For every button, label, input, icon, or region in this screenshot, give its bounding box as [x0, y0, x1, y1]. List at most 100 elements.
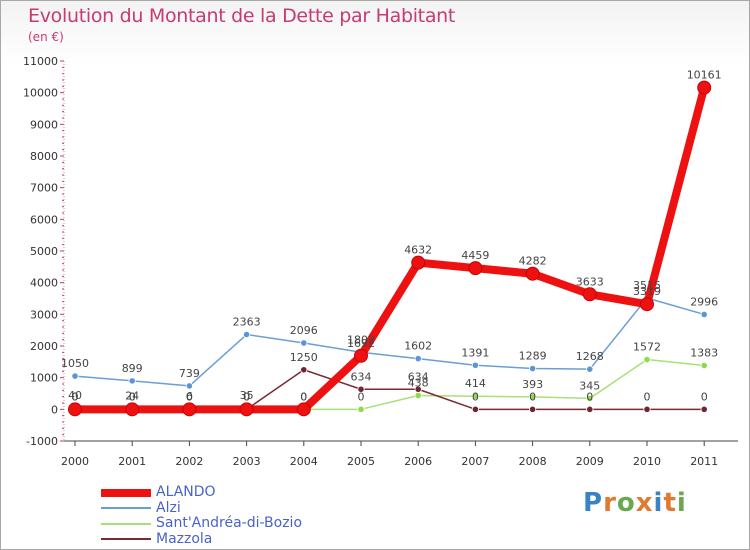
x-tick-label: 2000 — [61, 455, 89, 468]
chart-legend: ALANDO Alzi Sant'Andréa-di-Bozio Mazzola — [101, 484, 401, 548]
data-label: 1692 — [347, 337, 375, 350]
x-tick-label: 2005 — [347, 455, 375, 468]
legend-swatch-mazzola — [101, 538, 151, 541]
data-point — [239, 402, 254, 417]
data-label: 393 — [522, 378, 543, 391]
data-label: 899 — [122, 362, 143, 375]
legend-item-sant-andrea[interactable]: Sant'Andréa-di-Bozio — [101, 515, 401, 532]
x-tick-label: 2001 — [118, 455, 146, 468]
data-point — [414, 385, 422, 393]
data-point — [586, 394, 594, 403]
data-label: 1250 — [290, 351, 318, 364]
legend-label-mazzola: Mazzola — [156, 530, 213, 547]
data-label: 0 — [529, 390, 536, 403]
y-tick-label: 2000 — [30, 340, 58, 353]
x-tick-label: 2004 — [290, 455, 318, 468]
data-label: 4459 — [461, 249, 489, 262]
data-label: 634 — [408, 370, 429, 383]
data-point — [586, 405, 594, 413]
data-label: 35 — [240, 389, 254, 402]
data-label: 0 — [358, 390, 365, 403]
data-label: 4282 — [519, 255, 547, 268]
data-point — [182, 402, 197, 417]
y-tick-label: 3000 — [30, 308, 58, 321]
brand-letter: o — [616, 488, 636, 518]
y-tick-label: -1000 — [26, 435, 58, 448]
x-tick-label: 2002 — [175, 455, 203, 468]
series-line — [75, 369, 705, 411]
data-point — [640, 297, 654, 312]
data-label: 1289 — [519, 350, 547, 363]
y-tick-label: 0 — [51, 403, 58, 416]
data-label: 6 — [186, 390, 193, 403]
legend-label-alzi: Alzi — [156, 499, 181, 516]
data-point — [68, 402, 82, 417]
data-point — [357, 385, 365, 393]
data-label: 739 — [179, 367, 200, 380]
data-point — [471, 361, 479, 369]
data-label: 1802 — [347, 333, 375, 346]
series-0 — [68, 80, 712, 417]
legend-item-mazzola[interactable]: Mazzola — [101, 530, 401, 548]
data-label: 1268 — [576, 350, 604, 363]
x-tick-label: 2011 — [690, 455, 718, 468]
y-tick-label: 9000 — [30, 118, 58, 131]
data-label: 0 — [129, 390, 136, 403]
data-label: 3633 — [576, 275, 604, 288]
data-point — [71, 372, 79, 380]
data-label: 1572 — [633, 341, 661, 354]
data-label: 2363 — [233, 316, 261, 329]
data-point — [243, 330, 251, 339]
legend-item-alzi[interactable]: Alzi — [101, 499, 401, 517]
data-label: 40 — [68, 389, 82, 402]
data-label: 0 — [186, 390, 193, 403]
data-label: 2096 — [290, 324, 318, 337]
data-label: 0 — [300, 390, 307, 403]
data-label: 10161 — [687, 69, 722, 82]
y-tick-label: 5000 — [30, 245, 58, 258]
data-point — [471, 405, 479, 413]
data-label: 414 — [465, 377, 486, 390]
y-tick-label: 1000 — [30, 372, 58, 385]
y-tick-label: 10000 — [23, 87, 58, 100]
x-tick-label: 2007 — [461, 455, 489, 468]
data-label: 0 — [72, 390, 79, 403]
data-label: 0 — [129, 390, 136, 403]
brand-letter: i — [653, 488, 664, 518]
series-line — [75, 86, 709, 414]
data-label: 345 — [579, 379, 600, 392]
x-tick-label: 2009 — [576, 455, 604, 468]
data-label: 0 — [72, 390, 79, 403]
y-tick-label: 8000 — [30, 150, 58, 163]
data-point — [354, 348, 368, 363]
data-label: 634 — [351, 370, 372, 383]
data-label: 1050 — [61, 357, 89, 370]
axes-group: -100001000200030004000500060007000800090… — [23, 55, 738, 468]
data-label: 2996 — [690, 295, 718, 308]
data-point — [700, 405, 708, 413]
data-point — [128, 377, 136, 385]
data-point — [697, 80, 712, 95]
data-point — [643, 355, 651, 364]
legend-item-alando[interactable]: ALANDO — [101, 484, 401, 501]
data-label: 1383 — [690, 347, 718, 360]
data-label: 1602 — [404, 340, 432, 353]
legend-swatch-alzi — [101, 507, 151, 510]
y-tick-label: 4000 — [30, 277, 58, 290]
data-point — [357, 405, 365, 413]
legend-label-sant-andrea: Sant'Andréa-di-Bozio — [156, 515, 303, 531]
data-point — [582, 287, 597, 302]
series-1 — [71, 294, 708, 390]
data-point — [586, 365, 594, 373]
data-label: 3515 — [633, 279, 661, 292]
data-label: 0 — [586, 390, 593, 403]
chart-title: Evolution du Montant de la Dette par Hab… — [28, 5, 456, 27]
chart-subtitle: (en €) — [28, 30, 64, 44]
data-point — [125, 402, 140, 417]
data-point — [468, 261, 483, 276]
data-point — [528, 364, 537, 373]
data-point — [700, 310, 708, 319]
data-label: 0 — [243, 390, 250, 403]
